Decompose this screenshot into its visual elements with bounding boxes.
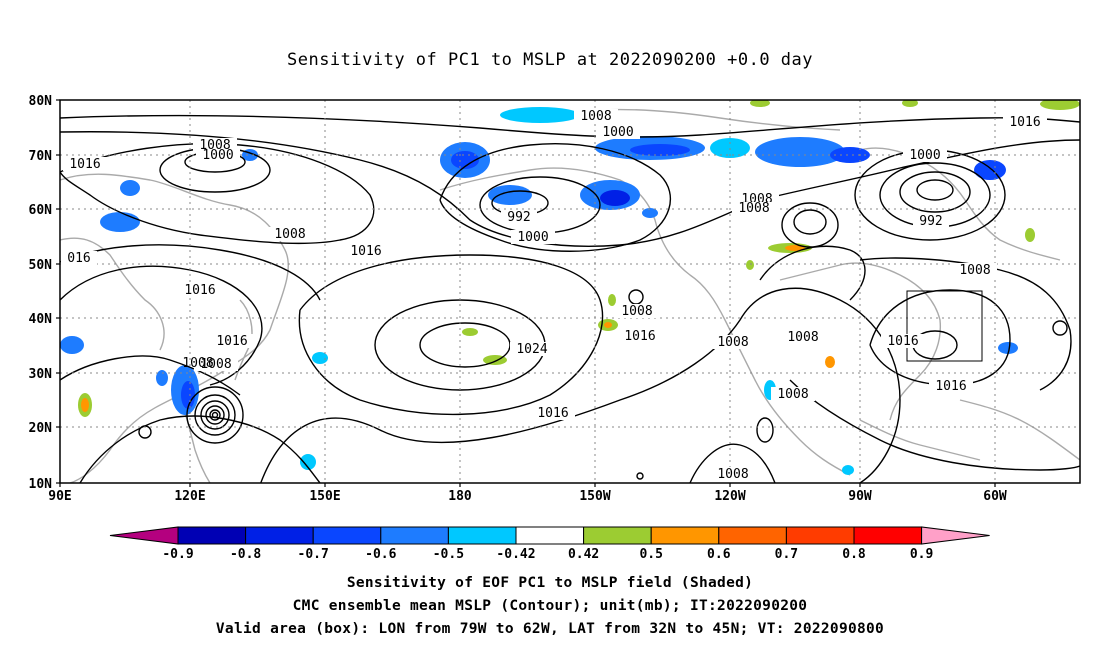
contour-label: 1008 [580, 109, 611, 124]
colorbar-tick-label: 0.42 [568, 547, 599, 562]
contour-label: 992 [507, 210, 530, 225]
lat-label: 40N [29, 312, 53, 327]
map-gridlines [60, 100, 1080, 483]
contour-label: 1008 [182, 356, 213, 371]
lon-label: 90E [48, 489, 71, 504]
sensitivity-shading [60, 100, 1080, 475]
contour-label: 1008 [738, 201, 769, 216]
contour-label: 1008 [200, 357, 231, 372]
contour-label: 1016 [935, 379, 966, 394]
colorbar-segment [785, 526, 855, 545]
lon-label: 150E [309, 489, 340, 504]
colorbar-tick-label: -0.6 [365, 547, 396, 562]
colorbar-tick-label: -0.8 [230, 547, 261, 562]
contour-label: 1024 [516, 342, 547, 357]
contour-label: 1000 [602, 125, 633, 140]
colorbar-segment [718, 526, 787, 545]
contour-label: 1016 [624, 329, 655, 344]
lon-label: 120W [714, 489, 745, 504]
negative-shading [60, 107, 1018, 475]
lat-label: 10N [29, 477, 53, 492]
colorbar-segment [515, 526, 585, 545]
contour-label: 1008 [787, 330, 818, 345]
lat-label: 70N [29, 149, 53, 164]
contour-label: 1016 [887, 334, 918, 349]
colorbar-segment [583, 526, 652, 545]
contour-label: 1008 [717, 335, 748, 350]
lat-label: 80N [29, 94, 53, 109]
contour-label: 1000 [517, 230, 548, 245]
contour-label: 1008 [717, 467, 748, 482]
contour-label: 1008 [274, 227, 305, 242]
contour-label: 1016 [69, 157, 100, 172]
caption-line-1: Sensitivity of EOF PC1 to MSLP field (Sh… [346, 575, 754, 591]
contour-label: 1000 [202, 148, 233, 163]
contour-label: 992 [919, 214, 942, 229]
colorbar: -0.9 -0.8 -0.7 -0.6 -0.5 -0.42 0.42 0.5 0.6 0.7 0.… [109, 526, 990, 562]
colorbar-segment [177, 526, 247, 545]
colorbar-segment [447, 526, 517, 545]
lat-label: 60N [29, 203, 53, 218]
colorbar-segment [853, 526, 923, 545]
colorbar-tick-label: 0.5 [639, 547, 662, 562]
map-title: Sensitivity of PC1 to MSLP at 2022090200… [286, 50, 813, 70]
colorbar-tick-label: -0.9 [162, 547, 193, 562]
valid-area-box [906, 290, 983, 362]
contour-label: 1016 [537, 406, 568, 421]
contour-label: 016 [67, 251, 90, 266]
contour-label: 1016 [350, 244, 381, 259]
contour-label: 1000 [909, 148, 940, 163]
latitude-labels: 80N 70N 60N 50N 40N 30N 20N 10N [29, 94, 53, 492]
colorbar-segment [312, 526, 382, 545]
lon-label: 60W [983, 489, 1007, 504]
lat-label: 50N [29, 258, 53, 273]
colorbar-segment [650, 526, 720, 545]
colorbar-tick-label: 0.6 [707, 547, 731, 562]
colorbar-low-triangle [109, 526, 179, 545]
caption-line-3: Valid area (box): LON from 79W to 62W, L… [215, 621, 885, 637]
longitude-labels: 90E 120E 150E 180 150W 120W 90W 60W [48, 489, 1007, 504]
caption-line-2: CMC ensemble mean MSLP (Contour); unit(m… [292, 598, 808, 614]
lat-label: 30N [29, 367, 53, 382]
lon-label: 120E [174, 489, 205, 504]
colorbar-tick-label: 0.7 [775, 547, 798, 562]
colorbar-tick-label: -0.5 [433, 547, 464, 562]
lat-label: 20N [29, 421, 53, 436]
colorbar-segment [245, 526, 314, 545]
colorbar-tick-label: 0.8 [842, 547, 866, 562]
contour-label: 1016 [184, 283, 215, 298]
contour-label: 1016 [1009, 115, 1040, 130]
contour-label: 1008 [621, 304, 652, 319]
contour-label: 1016 [216, 334, 247, 349]
contour-label: 1008 [777, 387, 808, 402]
colorbar-segment [380, 526, 449, 545]
lon-label: 150W [579, 489, 610, 504]
axis-ticks [56, 99, 996, 487]
colorbar-tick-label: -0.7 [298, 547, 329, 562]
lon-label: 90W [848, 489, 872, 504]
colorbar-high-triangle [921, 526, 990, 545]
colorbar-tick-label: 0.9 [910, 547, 933, 562]
colorbar-tick-label: -0.42 [496, 547, 535, 562]
contour-label: 1008 [959, 263, 990, 278]
plot-frame [59, 99, 1081, 484]
contour-labels: 1008 1000 1016 1008 1016 016 1016 1016 1… [61, 109, 1047, 482]
lon-label: 180 [448, 489, 472, 504]
positive-shading [78, 100, 1080, 417]
